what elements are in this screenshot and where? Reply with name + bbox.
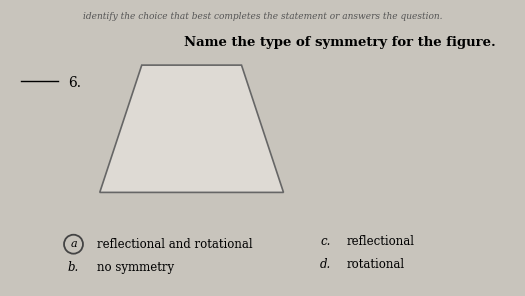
Text: a: a — [70, 239, 77, 249]
Text: d.: d. — [320, 258, 331, 271]
Text: no symmetry: no symmetry — [97, 261, 174, 274]
Text: reflectional: reflectional — [346, 235, 415, 248]
Text: identify the choice that best completes the statement or answers the question.: identify the choice that best completes … — [83, 12, 442, 21]
Text: rotational: rotational — [346, 258, 405, 271]
Text: b.: b. — [68, 261, 79, 274]
Polygon shape — [100, 65, 284, 192]
Text: 6.: 6. — [68, 76, 81, 90]
Text: Name the type of symmetry for the figure.: Name the type of symmetry for the figure… — [184, 36, 496, 49]
Text: reflectional and rotational: reflectional and rotational — [97, 238, 253, 251]
Text: c.: c. — [320, 235, 331, 248]
